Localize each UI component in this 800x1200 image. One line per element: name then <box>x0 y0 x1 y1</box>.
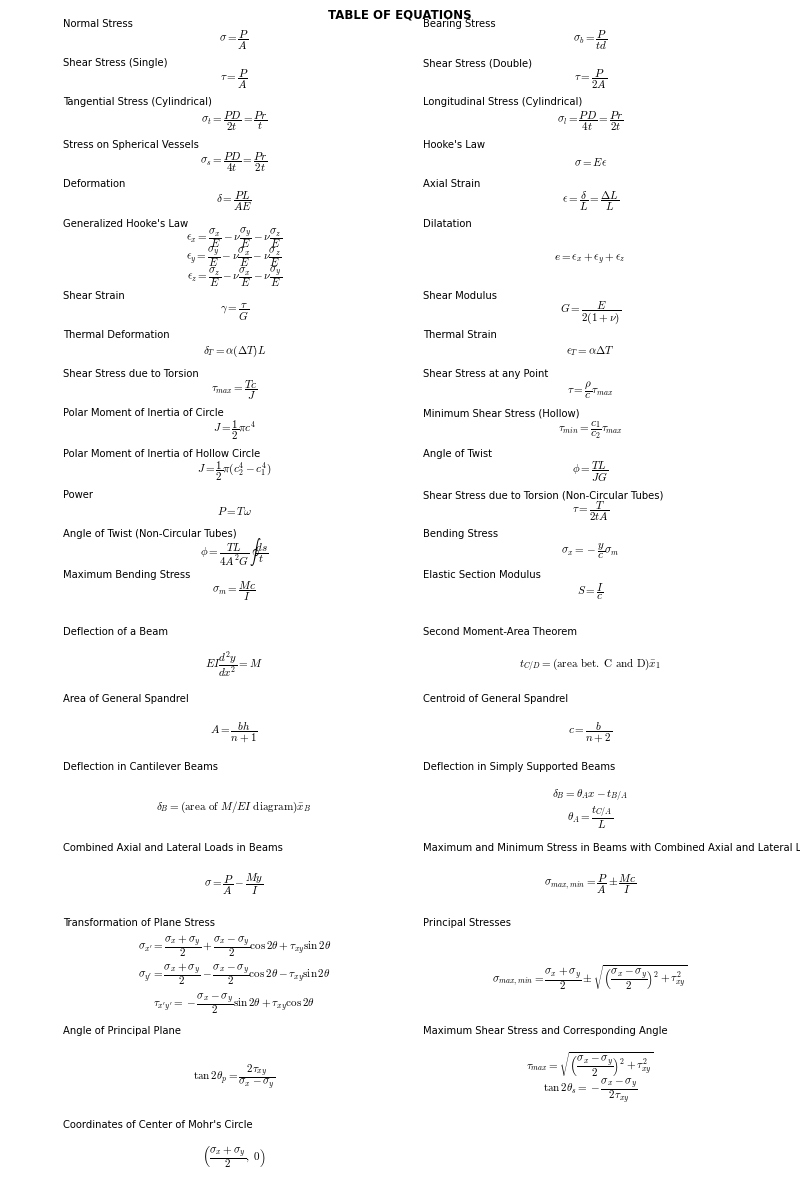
Text: Shear Stress (Single): Shear Stress (Single) <box>63 59 168 68</box>
Text: $t_{C/D} = (\mathrm{area\ bet.\ C\ and\ D})\bar{x}_1$: $t_{C/D} = (\mathrm{area\ bet.\ C\ and\ … <box>519 655 662 672</box>
Text: $\epsilon = \dfrac{\delta}{L} = \dfrac{\Delta L}{L}$: $\epsilon = \dfrac{\delta}{L} = \dfrac{\… <box>562 190 619 212</box>
Text: Tangential Stress (Cylindrical): Tangential Stress (Cylindrical) <box>63 97 212 108</box>
Text: $S = \dfrac{I}{c}$: $S = \dfrac{I}{c}$ <box>577 581 604 602</box>
Text: $\delta = \dfrac{PL}{AE}$: $\delta = \dfrac{PL}{AE}$ <box>216 190 252 212</box>
Text: Deflection of a Beam: Deflection of a Beam <box>63 628 168 637</box>
Text: $\sigma_s = \dfrac{PD}{4t} = \dfrac{Pr}{2t}$: $\sigma_s = \dfrac{PD}{4t} = \dfrac{Pr}{… <box>200 150 268 174</box>
Text: $\delta_B = \theta_A x - t_{B/A}$: $\delta_B = \theta_A x - t_{B/A}$ <box>552 787 628 804</box>
Text: Minimum Shear Stress (Hollow): Minimum Shear Stress (Hollow) <box>422 408 579 418</box>
Text: Principal Stresses: Principal Stresses <box>422 918 510 929</box>
Text: $\sigma_{y'} = \dfrac{\sigma_x+\sigma_y}{2} - \dfrac{\sigma_x-\sigma_y}{2}\cos 2: $\sigma_{y'} = \dfrac{\sigma_x+\sigma_y}… <box>138 961 330 988</box>
Text: $\sigma_{x'} = \dfrac{\sigma_x+\sigma_y}{2} + \dfrac{\sigma_x-\sigma_y}{2}\cos 2: $\sigma_{x'} = \dfrac{\sigma_x+\sigma_y}… <box>138 932 330 959</box>
Text: $\delta_T = \alpha(\Delta T)L$: $\delta_T = \alpha(\Delta T)L$ <box>202 343 266 359</box>
Text: $\tau_{x'y'} = -\dfrac{\sigma_x-\sigma_y}{2}\sin 2\theta + \tau_{xy}\cos 2\theta: $\tau_{x'y'} = -\dfrac{\sigma_x-\sigma_y… <box>154 991 315 1015</box>
Text: Deformation: Deformation <box>63 179 126 190</box>
Text: Transformation of Plane Stress: Transformation of Plane Stress <box>63 918 215 929</box>
Text: Area of General Spandrel: Area of General Spandrel <box>63 695 189 704</box>
Text: $EI\dfrac{d^2y}{dx^2} = M$: $EI\dfrac{d^2y}{dx^2} = M$ <box>205 649 263 679</box>
Text: $\sigma_b = \dfrac{P}{td}$: $\sigma_b = \dfrac{P}{td}$ <box>573 29 607 53</box>
Text: Shear Stress due to Torsion (Non-Circular Tubes): Shear Stress due to Torsion (Non-Circula… <box>422 490 663 500</box>
Text: $c = \dfrac{b}{n+2}$: $c = \dfrac{b}{n+2}$ <box>568 720 612 744</box>
Text: Power: Power <box>63 490 94 500</box>
Text: Normal Stress: Normal Stress <box>63 19 134 29</box>
Text: Stress on Spherical Vessels: Stress on Spherical Vessels <box>63 140 199 150</box>
Text: $\gamma = \dfrac{\tau}{G}$: $\gamma = \dfrac{\tau}{G}$ <box>220 301 249 323</box>
Text: $\sigma_m = \dfrac{Mc}{I}$: $\sigma_m = \dfrac{Mc}{I}$ <box>212 580 256 604</box>
Text: Maximum and Minimum Stress in Beams with Combined Axial and Lateral Loads: Maximum and Minimum Stress in Beams with… <box>422 844 800 853</box>
Text: Second Moment-Area Theorem: Second Moment-Area Theorem <box>422 628 577 637</box>
Text: Deflection in Simply Supported Beams: Deflection in Simply Supported Beams <box>422 762 615 773</box>
Text: $\tau_{min} = \dfrac{c_1}{c_2}\tau_{max}$: $\tau_{min} = \dfrac{c_1}{c_2}\tau_{max}… <box>558 420 622 442</box>
Text: Deflection in Cantilever Beams: Deflection in Cantilever Beams <box>63 762 218 773</box>
Text: $\epsilon_z = \dfrac{\sigma_z}{E} - \nu\dfrac{\sigma_x}{E} - \nu\dfrac{\sigma_y}: $\epsilon_z = \dfrac{\sigma_z}{E} - \nu\… <box>186 264 282 289</box>
Text: Longitudinal Stress (Cylindrical): Longitudinal Stress (Cylindrical) <box>422 97 582 108</box>
Text: Dilatation: Dilatation <box>422 220 471 229</box>
Text: $\delta_B = (\mathrm{area\ of\ }M/EI\mathrm{\ diagram})\bar{x}_B$: $\delta_B = (\mathrm{area\ of\ }M/EI\mat… <box>157 799 312 815</box>
Text: Axial Strain: Axial Strain <box>422 179 480 190</box>
Text: Shear Stress (Double): Shear Stress (Double) <box>422 59 532 68</box>
Text: $\left(\dfrac{\sigma_x+\sigma_y}{2},\ 0\right)$: $\left(\dfrac{\sigma_x+\sigma_y}{2},\ 0\… <box>202 1144 266 1170</box>
Text: Elastic Section Modulus: Elastic Section Modulus <box>422 570 541 580</box>
Text: Coordinates of Center of Mohr's Circle: Coordinates of Center of Mohr's Circle <box>63 1120 253 1129</box>
Text: $\tau = \dfrac{P}{A}$: $\tau = \dfrac{P}{A}$ <box>220 68 249 91</box>
Text: $\tan 2\theta_s = -\dfrac{\sigma_x - \sigma_y}{2\tau_{xy}}$: $\tan 2\theta_s = -\dfrac{\sigma_x - \si… <box>543 1076 638 1105</box>
Text: Shear Stress due to Torsion: Shear Stress due to Torsion <box>63 368 199 379</box>
Text: $J = \dfrac{1}{2}\pi c^4$: $J = \dfrac{1}{2}\pi c^4$ <box>213 419 256 443</box>
Text: Angle of Twist (Non-Circular Tubes): Angle of Twist (Non-Circular Tubes) <box>63 529 237 539</box>
Text: $P = T\omega$: $P = T\omega$ <box>217 505 252 517</box>
Text: $\theta_A = \dfrac{t_{C/A}}{L}$: $\theta_A = \dfrac{t_{C/A}}{L}$ <box>567 805 614 832</box>
Text: Combined Axial and Lateral Loads in Beams: Combined Axial and Lateral Loads in Beam… <box>63 844 283 853</box>
Text: Shear Modulus: Shear Modulus <box>422 290 497 301</box>
Text: $\tau = \dfrac{T}{2tA}$: $\tau = \dfrac{T}{2tA}$ <box>571 499 609 523</box>
Text: Maximum Bending Stress: Maximum Bending Stress <box>63 570 190 580</box>
Text: $\sigma_t = \dfrac{PD}{2t} = \dfrac{Pr}{t}$: $\sigma_t = \dfrac{PD}{2t} = \dfrac{Pr}{… <box>201 109 267 133</box>
Text: $\phi = \dfrac{TL}{JG}$: $\phi = \dfrac{TL}{JG}$ <box>572 460 608 484</box>
Text: $\sigma = E\epsilon$: $\sigma = E\epsilon$ <box>574 156 607 168</box>
Text: $\tau_{max} = \dfrac{Tc}{J}$: $\tau_{max} = \dfrac{Tc}{J}$ <box>210 379 258 402</box>
Text: $\epsilon_y = \dfrac{\sigma_y}{E} - \nu\dfrac{\sigma_x}{E} - \nu\dfrac{\sigma_z}: $\epsilon_y = \dfrac{\sigma_y}{E} - \nu\… <box>186 245 282 270</box>
Text: $\sigma = \dfrac{P}{A} - \dfrac{My}{I}$: $\sigma = \dfrac{P}{A} - \dfrac{My}{I}$ <box>205 871 264 896</box>
Text: $\tau_{max} = \sqrt{\left(\dfrac{\sigma_x-\sigma_y}{2}\right)^2 + \tau_{xy}^2}$: $\tau_{max} = \sqrt{\left(\dfrac{\sigma_… <box>526 1050 654 1079</box>
Text: $\tan 2\theta_p = \dfrac{2\tau_{xy}}{\sigma_x - \sigma_y}$: $\tan 2\theta_p = \dfrac{2\tau_{xy}}{\si… <box>193 1063 275 1092</box>
Text: $\tau = \dfrac{\rho}{c}\tau_{max}$: $\tau = \dfrac{\rho}{c}\tau_{max}$ <box>567 379 614 401</box>
Text: $G = \dfrac{E}{2(1+\nu)}$: $G = \dfrac{E}{2(1+\nu)}$ <box>560 299 621 325</box>
Text: Maximum Shear Stress and Corresponding Angle: Maximum Shear Stress and Corresponding A… <box>422 1026 667 1036</box>
Text: $J = \dfrac{1}{2}\pi(c_2^4 - c_1^4)$: $J = \dfrac{1}{2}\pi(c_2^4 - c_1^4)$ <box>197 460 271 484</box>
Text: Shear Stress at any Point: Shear Stress at any Point <box>422 368 548 379</box>
Text: Hooke's Law: Hooke's Law <box>422 140 485 150</box>
Text: Angle of Twist: Angle of Twist <box>422 449 492 460</box>
Text: Thermal Deformation: Thermal Deformation <box>63 330 170 340</box>
Text: $\epsilon_x = \dfrac{\sigma_x}{E} - \nu\dfrac{\sigma_y}{E} - \nu\dfrac{\sigma_z}: $\epsilon_x = \dfrac{\sigma_x}{E} - \nu\… <box>186 226 282 250</box>
Text: Bearing Stress: Bearing Stress <box>422 19 495 29</box>
Text: $\sigma = \dfrac{P}{A}$: $\sigma = \dfrac{P}{A}$ <box>219 29 250 53</box>
Text: $\phi = \dfrac{TL}{4A^2G}\oint\dfrac{ds}{t}$: $\phi = \dfrac{TL}{4A^2G}\oint\dfrac{ds}… <box>200 535 268 568</box>
Text: Polar Moment of Inertia of Hollow Circle: Polar Moment of Inertia of Hollow Circle <box>63 449 261 460</box>
Text: Shear Strain: Shear Strain <box>63 290 125 301</box>
Text: $\sigma_x = -\dfrac{y}{c}\sigma_m$: $\sigma_x = -\dfrac{y}{c}\sigma_m$ <box>561 542 619 562</box>
Text: Polar Moment of Inertia of Circle: Polar Moment of Inertia of Circle <box>63 408 224 418</box>
Text: Centroid of General Spandrel: Centroid of General Spandrel <box>422 695 568 704</box>
Text: Thermal Strain: Thermal Strain <box>422 330 497 340</box>
Text: Bending Stress: Bending Stress <box>422 529 498 539</box>
Text: $\tau = \dfrac{P}{2A}$: $\tau = \dfrac{P}{2A}$ <box>574 68 607 91</box>
Text: $\sigma_l = \dfrac{PD}{4t} = \dfrac{Pr}{2t}$: $\sigma_l = \dfrac{PD}{4t} = \dfrac{Pr}{… <box>557 109 623 133</box>
Text: TABLE OF EQUATIONS: TABLE OF EQUATIONS <box>328 8 472 20</box>
Text: $e = \epsilon_x + \epsilon_y + \epsilon_z$: $e = \epsilon_x + \epsilon_y + \epsilon_… <box>554 252 626 266</box>
Text: $\sigma_{max,min} = \dfrac{P}{A} \pm \dfrac{Mc}{I}$: $\sigma_{max,min} = \dfrac{P}{A} \pm \df… <box>544 872 637 895</box>
Text: Angle of Principal Plane: Angle of Principal Plane <box>63 1026 182 1036</box>
Text: $A = \dfrac{bh}{n+1}$: $A = \dfrac{bh}{n+1}$ <box>210 719 258 744</box>
Text: Generalized Hooke's Law: Generalized Hooke's Law <box>63 220 189 229</box>
Text: $\epsilon_T = \alpha\Delta T$: $\epsilon_T = \alpha\Delta T$ <box>566 344 614 359</box>
Text: $\sigma_{max,min} = \dfrac{\sigma_x+\sigma_y}{2} \pm \sqrt{\left(\dfrac{\sigma_x: $\sigma_{max,min} = \dfrac{\sigma_x+\sig… <box>492 964 688 992</box>
